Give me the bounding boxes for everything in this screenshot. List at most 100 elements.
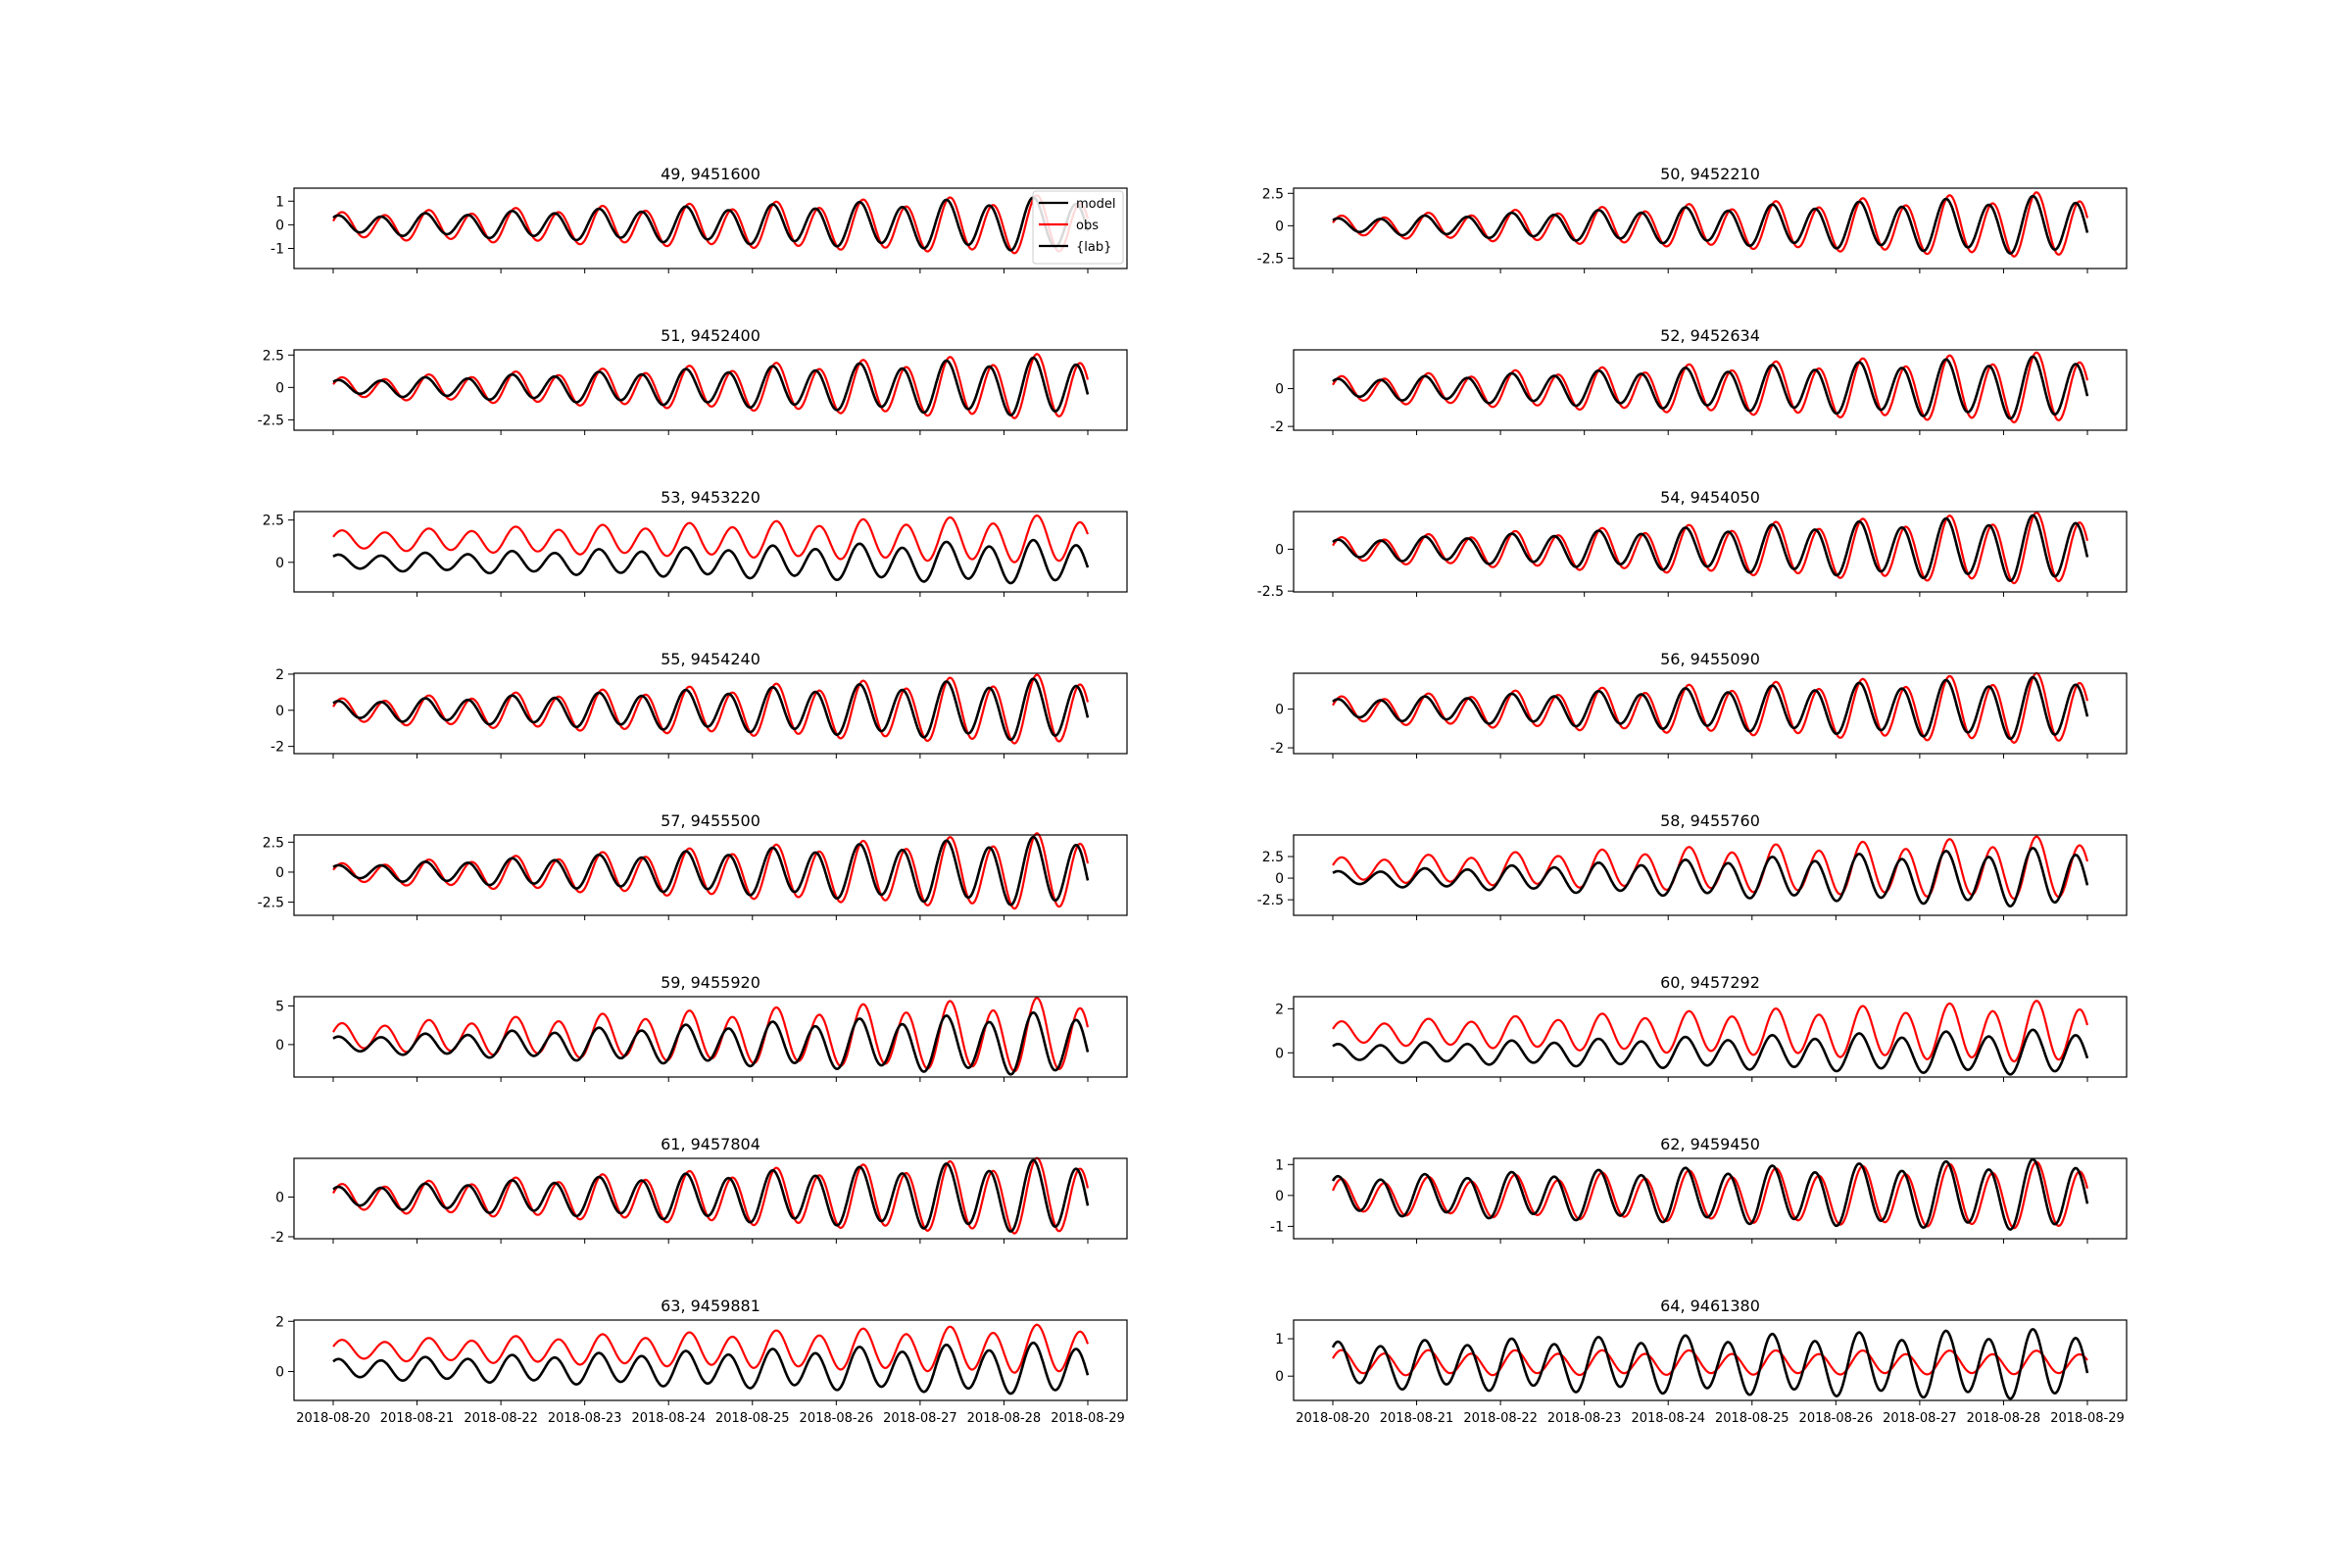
obs-line xyxy=(1332,835,2089,900)
y-tick-label: 2.5 xyxy=(263,348,284,364)
axes-frame xyxy=(1293,349,2128,431)
y-tick-label: 0 xyxy=(1275,219,1284,234)
model-line xyxy=(1331,1157,2089,1231)
subplot-title: 63, 9459881 xyxy=(661,1297,760,1315)
y-tick-label: 1 xyxy=(1275,1157,1284,1173)
subplot-5: 53, 9453220 0 2.5 xyxy=(263,488,1128,597)
axes-frame xyxy=(1293,1319,2128,1401)
model-line xyxy=(1332,847,2089,908)
axes-frame xyxy=(293,349,1128,431)
y-tick-label: 2.5 xyxy=(263,835,284,851)
axes-frame xyxy=(293,1319,1128,1401)
axes-frame xyxy=(1293,672,2128,755)
subplot-title: 52, 9452634 xyxy=(1660,326,1760,345)
subplot-title: 61, 9457804 xyxy=(661,1135,760,1153)
axes-frame xyxy=(293,511,1128,593)
subplot-title: 55, 9454240 xyxy=(661,650,760,668)
obs-line xyxy=(332,514,1090,564)
x-tick-label: 2018-08-22 xyxy=(1463,1411,1538,1426)
y-tick-label: 1 xyxy=(1275,1332,1284,1348)
y-tick-label: -2.5 xyxy=(1257,893,1284,908)
y-tick-label: 0 xyxy=(275,704,284,719)
axes-frame xyxy=(1293,834,2128,916)
y-tick-label: -2 xyxy=(270,1230,284,1246)
obs-line xyxy=(332,1156,1090,1235)
subplot-13: 61, 9457804 -2 0 xyxy=(270,1135,1128,1246)
x-tick-label: 2018-08-29 xyxy=(2050,1411,2125,1426)
y-tick-label: -2 xyxy=(1270,741,1284,757)
legend-label: {lab} xyxy=(1076,240,1111,255)
model-line xyxy=(1332,1028,2089,1076)
subplot-16: 64, 9461380 0 1 2018-08-20 2018-08-21 2018-08… xyxy=(1275,1297,2128,1426)
y-tick-label: 0 xyxy=(1275,1189,1284,1204)
x-tick-label: 2018-08-24 xyxy=(631,1411,706,1426)
model-line xyxy=(332,1158,1090,1233)
model-line xyxy=(332,196,1090,252)
y-tick-label: 0 xyxy=(1275,382,1284,398)
y-tick-label: 5 xyxy=(275,999,284,1014)
y-tick-label: 0 xyxy=(275,865,284,881)
y-tick-label: 0 xyxy=(275,1190,284,1205)
obs-line xyxy=(1332,511,2089,585)
x-tick-label: 2018-08-28 xyxy=(967,1411,1042,1426)
legend-label: obs xyxy=(1076,219,1099,233)
subplot-title: 57, 9455500 xyxy=(661,811,760,830)
axes-frame xyxy=(293,187,1128,270)
subplot-11: 59, 9455920 0 5 xyxy=(275,973,1128,1082)
subplot-title: 51, 9452400 xyxy=(661,326,760,345)
subplot-4: 52, 9452634 -2 0 xyxy=(1270,326,2128,435)
x-tick-label: 2018-08-25 xyxy=(715,1411,790,1426)
y-tick-label: 0 xyxy=(1275,871,1284,887)
obs-line xyxy=(332,353,1090,419)
y-tick-label: 0 xyxy=(275,218,284,233)
x-tick-label: 2018-08-22 xyxy=(464,1411,538,1426)
model-line xyxy=(332,538,1090,585)
model-line xyxy=(332,1010,1090,1076)
obs-line xyxy=(332,194,1090,255)
obs-line xyxy=(1332,1348,2088,1377)
subplot-10: 58, 9455760 -2.5 0 2.5 xyxy=(1257,811,2128,920)
y-tick-label: -1 xyxy=(270,242,284,258)
obs-line xyxy=(332,673,1090,745)
subplot-title: 62, 9459450 xyxy=(1660,1135,1760,1153)
obs-line xyxy=(1332,191,2089,258)
subplot-title: 59, 9455920 xyxy=(661,973,760,992)
legend: model obs {lab} xyxy=(1032,190,1124,265)
model-line xyxy=(332,1341,1090,1396)
x-tick-label: 2018-08-26 xyxy=(800,1411,874,1426)
y-tick-label: 0 xyxy=(275,380,284,396)
axes-frame xyxy=(293,996,1128,1078)
x-tick-label: 2018-08-26 xyxy=(1799,1411,1874,1426)
x-tick-label: 2018-08-20 xyxy=(296,1411,370,1426)
axes-frame xyxy=(1293,511,2128,593)
subplot-1: 49, 9451600 -1 0 1 model obs {lab} xyxy=(270,165,1128,273)
obs-line xyxy=(332,832,1090,910)
legend-label: model xyxy=(1076,197,1115,212)
subplot-title: 58, 9455760 xyxy=(1660,811,1760,830)
subplot-title: 56, 9455090 xyxy=(1660,650,1760,668)
obs-line xyxy=(332,1323,1090,1374)
obs-line xyxy=(1332,1160,2089,1230)
subplot-15: 63, 9459881 0 2 2018-08-20 2018-08-21 2018-08… xyxy=(275,1297,1128,1426)
y-tick-label: 2 xyxy=(1275,1002,1284,1017)
subplot-12: 60, 9457292 0 2 xyxy=(1275,973,2128,1082)
subplot-14: 62, 9459450 -1 0 1 xyxy=(1270,1135,2128,1244)
x-tick-label: 2018-08-23 xyxy=(1547,1411,1622,1426)
y-tick-label: -2.5 xyxy=(1257,584,1284,600)
y-tick-label: -2.5 xyxy=(258,896,284,911)
axes-frame xyxy=(1293,187,2128,270)
x-tick-label: 2018-08-25 xyxy=(1715,1411,1789,1426)
subplot-3: 51, 9452400 -2.5 0 2.5 xyxy=(258,326,1128,435)
x-tick-label: 2018-08-21 xyxy=(380,1411,455,1426)
subplot-8: 56, 9455090 -2 0 xyxy=(1270,650,2128,759)
subplot-title: 64, 9461380 xyxy=(1660,1297,1760,1315)
axes-frame xyxy=(293,672,1128,755)
x-tick-label: 2018-08-28 xyxy=(1967,1411,2041,1426)
obs-line xyxy=(1332,671,2089,744)
y-tick-label: 0 xyxy=(1275,1046,1284,1061)
x-tick-label: 2018-08-27 xyxy=(1883,1411,1957,1426)
subplot-2: 50, 9452210 -2.5 0 2.5 xyxy=(1257,165,2128,273)
model-line xyxy=(1332,194,2089,255)
y-tick-label: 2.5 xyxy=(263,514,284,529)
x-tick-label: 2018-08-23 xyxy=(548,1411,622,1426)
